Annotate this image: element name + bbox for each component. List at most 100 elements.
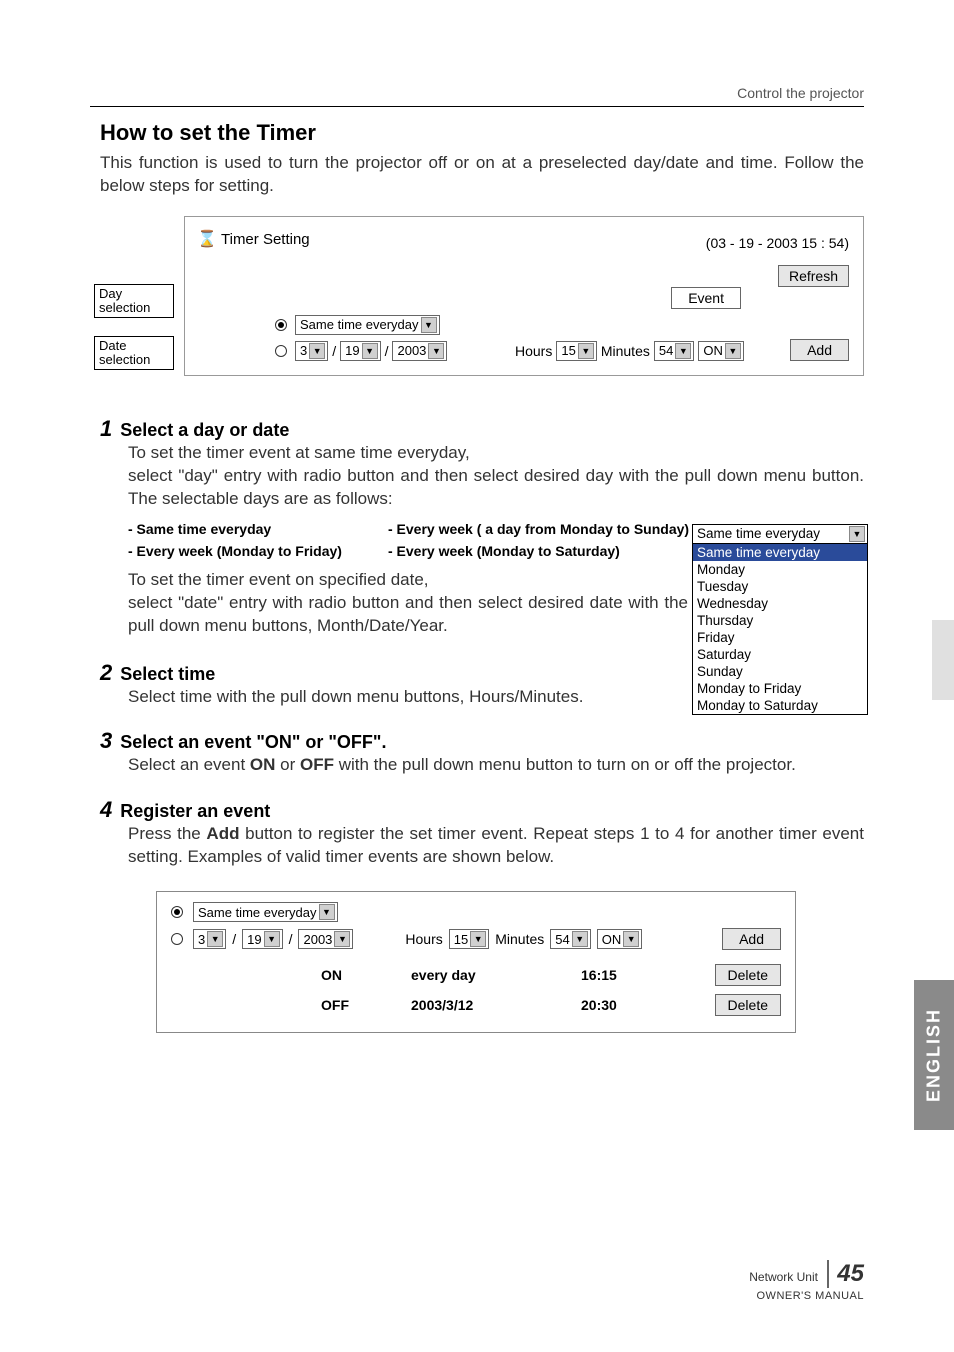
add-button[interactable]: Add <box>790 339 849 361</box>
hours-dropdown[interactable]: 15▼ <box>556 341 596 361</box>
chevron-down-icon[interactable]: ▼ <box>725 343 741 359</box>
row-state: OFF <box>321 997 411 1013</box>
step-1-title: Select a day or date <box>120 420 289 441</box>
chevron-down-icon[interactable]: ▼ <box>362 343 378 359</box>
dropdown-item[interactable]: Saturday <box>693 646 867 663</box>
hours-dropdown[interactable]: 15▼ <box>449 929 489 949</box>
chevron-down-icon[interactable]: ▼ <box>675 343 691 359</box>
chevron-down-icon[interactable]: ▼ <box>849 526 865 542</box>
dropdown-item[interactable]: Wednesday <box>693 595 867 612</box>
day-num-dropdown[interactable]: 19▼ <box>340 341 380 361</box>
callout-date-selection: Date selection <box>94 336 174 371</box>
step-4-add: Add <box>206 824 239 843</box>
page-number: 45 <box>827 1260 864 1288</box>
step-3-on: ON <box>250 755 276 774</box>
dropdown-item[interactable]: Thursday <box>693 612 867 629</box>
example-day-row: Same time everyday▼ <box>171 902 781 922</box>
footer: Network Unit 45 OWNER'S MANUAL <box>749 1260 864 1302</box>
step-1-p3: To set the timer event on specified date… <box>128 569 688 592</box>
event-button[interactable]: Event <box>671 287 741 309</box>
chevron-down-icon[interactable]: ▼ <box>334 931 350 947</box>
onoff-dropdown[interactable]: ON▼ <box>698 341 744 361</box>
step-3-title: Select an event "ON" or "OFF". <box>120 732 386 753</box>
day-value: 19 <box>247 932 261 947</box>
radio-date[interactable] <box>275 345 287 357</box>
row-time: 16:15 <box>581 967 701 983</box>
dropdown-item[interactable]: Sunday <box>693 663 867 680</box>
dropdown-item[interactable]: Friday <box>693 629 867 646</box>
year-value: 2003 <box>303 932 332 947</box>
minutes-dropdown[interactable]: 54▼ <box>654 341 694 361</box>
hourglass-icon <box>199 231 215 249</box>
day-row: Same time everyday ▼ <box>275 315 440 335</box>
add-button[interactable]: Add <box>722 928 781 950</box>
chevron-down-icon[interactable]: ▼ <box>421 317 437 333</box>
table-row: ON every day 16:15 Delete <box>171 960 781 990</box>
month-dropdown[interactable]: 3▼ <box>193 929 226 949</box>
month-value: 3 <box>300 343 307 358</box>
chevron-down-icon[interactable]: ▼ <box>309 343 325 359</box>
dropdown-item[interactable]: Tuesday <box>693 578 867 595</box>
hours-value: 15 <box>454 932 468 947</box>
month-dropdown[interactable]: 3▼ <box>295 341 328 361</box>
onoff-value: ON <box>602 932 622 947</box>
delete-button[interactable]: Delete <box>715 994 781 1016</box>
minutes-label: Minutes <box>495 931 544 947</box>
chevron-down-icon[interactable]: ▼ <box>264 931 280 947</box>
header-rule <box>90 106 864 107</box>
step-3-p1b: or <box>275 755 300 774</box>
step-4-p1a: Press the <box>128 824 206 843</box>
step-4-p1b: button to register the set timer event. … <box>128 824 864 866</box>
year-dropdown[interactable]: 2003▼ <box>392 341 447 361</box>
page-title: How to set the Timer <box>100 120 864 146</box>
onoff-value: ON <box>703 343 723 358</box>
chevron-down-icon[interactable]: ▼ <box>207 931 223 947</box>
step-1: 1 Select a day or date To set the timer … <box>100 416 864 638</box>
dropdown-closed-label: Same time everyday <box>697 526 820 541</box>
step-2-num: 2 <box>100 660 112 686</box>
hours-value: 15 <box>561 343 575 358</box>
step-4-num: 4 <box>100 797 112 823</box>
footer-network-unit: Network Unit <box>749 1270 818 1284</box>
step-4-title: Register an event <box>120 801 270 822</box>
step-3-off: OFF <box>300 755 334 774</box>
radio-day[interactable] <box>171 906 183 918</box>
row-when: every day <box>411 967 581 983</box>
chevron-down-icon[interactable]: ▼ <box>470 931 486 947</box>
chevron-down-icon[interactable]: ▼ <box>319 904 335 920</box>
timer-figure: Day selection Date selection Timer Setti… <box>100 216 864 396</box>
hours-label: Hours <box>405 931 442 947</box>
day-dropdown[interactable]: Same time everyday ▼ <box>295 315 440 335</box>
dropdown-closed[interactable]: Same time everyday ▼ <box>693 525 867 544</box>
onoff-dropdown[interactable]: ON▼ <box>597 929 643 949</box>
example-date-row: 3▼ / 19▼ / 2003▼ Hours 15▼ Minutes 54▼ O… <box>171 928 781 950</box>
day-option: - Every week (Monday to Friday) <box>128 543 388 559</box>
refresh-button[interactable]: Refresh <box>778 265 849 287</box>
date-sep: / <box>332 343 336 359</box>
year-dropdown[interactable]: 2003▼ <box>298 929 353 949</box>
dropdown-item[interactable]: Monday <box>693 561 867 578</box>
radio-date[interactable] <box>171 933 183 945</box>
chevron-down-icon[interactable]: ▼ <box>428 343 444 359</box>
dropdown-selected[interactable]: Same time everyday <box>693 544 867 561</box>
date-sep: / <box>289 931 293 947</box>
radio-day[interactable] <box>275 319 287 331</box>
delete-button[interactable]: Delete <box>715 964 781 986</box>
day-value: 19 <box>345 343 359 358</box>
day-num-dropdown[interactable]: 19▼ <box>242 929 282 949</box>
chevron-down-icon[interactable]: ▼ <box>578 343 594 359</box>
language-tab: ENGLISH <box>914 980 954 1130</box>
minutes-value: 54 <box>555 932 569 947</box>
example-table: ON every day 16:15 Delete OFF 2003/3/12 … <box>171 960 781 1020</box>
dropdown-item[interactable]: Monday to Saturday <box>693 697 867 714</box>
minutes-value: 54 <box>659 343 673 358</box>
chevron-down-icon[interactable]: ▼ <box>623 931 639 947</box>
date-row: 3▼ / 19▼ / 2003▼ <box>275 341 447 361</box>
dropdown-item[interactable]: Monday to Friday <box>693 680 867 697</box>
example-box: Same time everyday▼ 3▼ / 19▼ / 2003▼ Hou… <box>156 891 796 1033</box>
step-4-body: Press the Add button to register the set… <box>128 823 864 869</box>
chevron-down-icon[interactable]: ▼ <box>572 931 588 947</box>
minutes-dropdown[interactable]: 54▼ <box>550 929 590 949</box>
intro-text: This function is used to turn the projec… <box>100 152 864 198</box>
day-dropdown[interactable]: Same time everyday▼ <box>193 902 338 922</box>
